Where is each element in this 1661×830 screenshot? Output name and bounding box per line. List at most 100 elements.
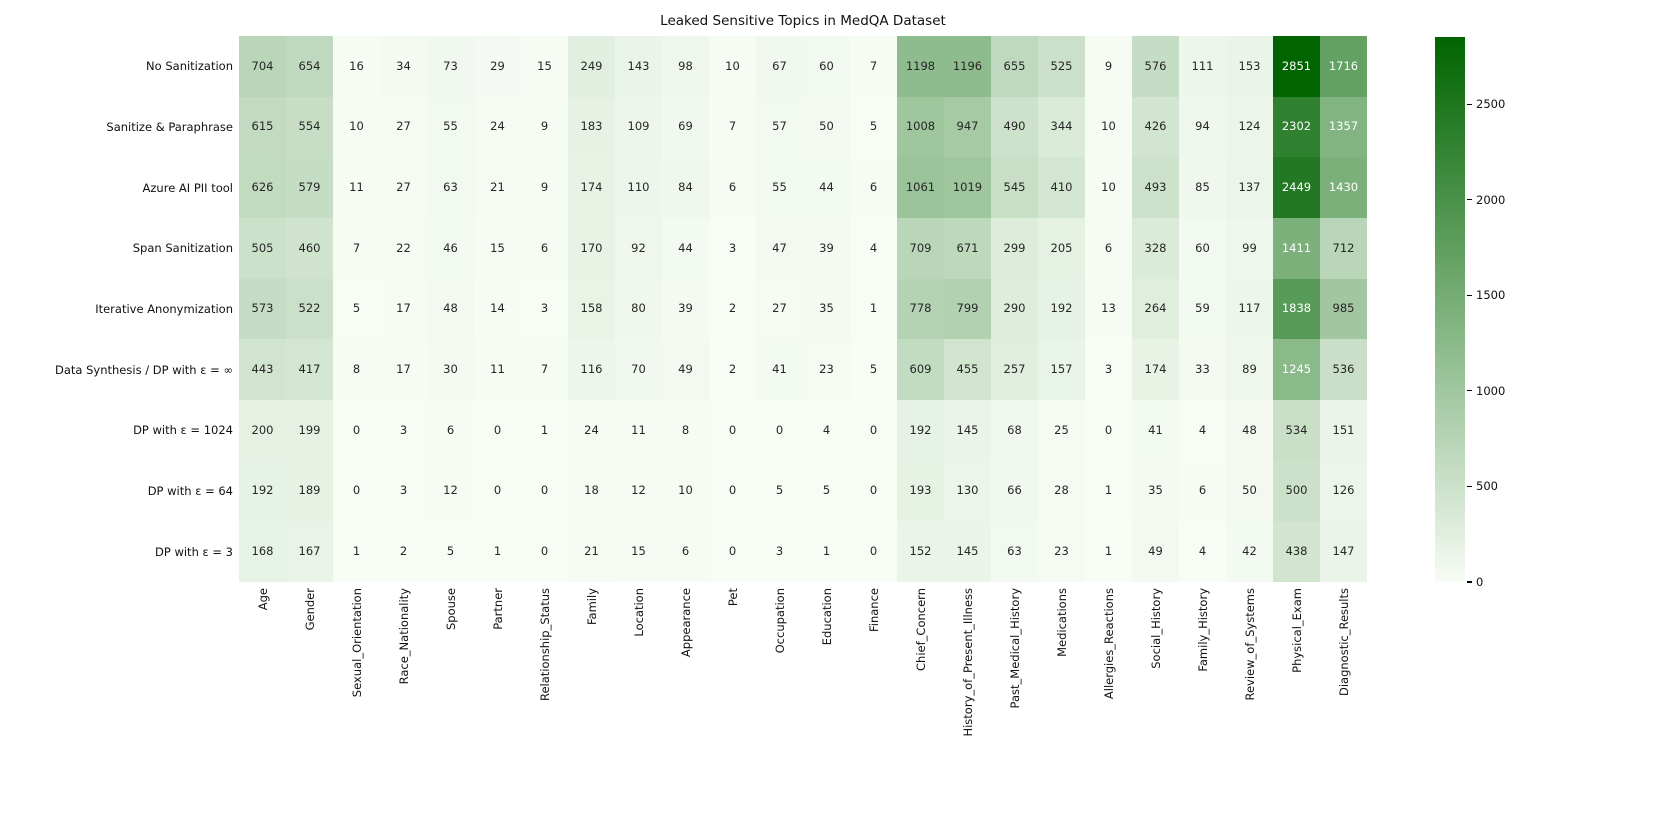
x-tick-label: Chief_Concern (913, 588, 928, 671)
heatmap-cell: 49 (662, 339, 709, 400)
colorbar-tick-value: 500 (1476, 479, 1498, 494)
heatmap-cell: 11 (474, 339, 521, 400)
heatmap-cell: 17 (380, 278, 427, 340)
colorbar-tick-mark (1467, 199, 1472, 201)
heatmap-cell: 5 (333, 278, 380, 340)
heatmap-cell: 0 (850, 521, 897, 582)
heatmap-cell: 39 (803, 218, 850, 279)
heatmap-cell: 500 (1273, 460, 1320, 522)
heatmap-cell: 426 (1132, 96, 1179, 158)
heatmap-cell: 4 (1179, 400, 1226, 461)
heatmap-cell: 8 (333, 339, 380, 400)
heatmap-cell: 8 (662, 400, 709, 461)
heatmap-cell: 704 (239, 36, 286, 97)
heatmap-cell: 0 (474, 400, 521, 461)
heatmap-cell: 9 (521, 157, 568, 218)
heatmap-cell: 1 (521, 400, 568, 461)
heatmap-cell: 39 (662, 278, 709, 340)
heatmap-cell: 1357 (1320, 96, 1367, 158)
heatmap-cell: 145 (944, 521, 991, 582)
heatmap-cell: 947 (944, 96, 991, 158)
heatmap-cell: 799 (944, 278, 991, 340)
colorbar-tick: 500 (1467, 479, 1498, 493)
heatmap-cell: 0 (709, 400, 756, 461)
heatmap-cell: 455 (944, 339, 991, 400)
colorbar-tick-value: 1500 (1476, 288, 1506, 303)
heatmap-cell: 626 (239, 157, 286, 218)
heatmap-cell: 522 (286, 278, 333, 340)
colorbar-tick-labels: 0 500 1000 1500 2000 2500 (1465, 37, 1525, 589)
heatmap-cell: 525 (1038, 36, 1085, 97)
y-tick-label: Iterative Anonymization (95, 301, 233, 316)
heatmap-cell: 60 (1179, 218, 1226, 279)
heatmap-cell: 137 (1226, 157, 1273, 218)
heatmap-cell: 6 (662, 521, 709, 582)
heatmap-cell: 3 (756, 521, 803, 582)
x-tick-label: Allergies_Reactions (1101, 588, 1116, 700)
heatmap-cell: 3 (380, 460, 427, 522)
heatmap-cell: 1 (1085, 521, 1132, 582)
x-tick-label: Spouse (443, 588, 458, 630)
heatmap-cell: 5 (427, 521, 474, 582)
heatmap-cell: 68 (991, 400, 1038, 461)
heatmap-cell: 109 (615, 96, 662, 158)
heatmap-cell: 10 (333, 96, 380, 158)
heatmap-cell: 59 (1179, 278, 1226, 340)
heatmap-cell: 609 (897, 339, 944, 400)
heatmap-cell: 536 (1320, 339, 1367, 400)
heatmap-cell: 9 (1085, 36, 1132, 97)
heatmap-cell: 655 (991, 36, 1038, 97)
heatmap-cell: 189 (286, 460, 333, 522)
heatmap-cell: 3 (1085, 339, 1132, 400)
heatmap-cell: 0 (709, 521, 756, 582)
heatmap-cell: 545 (991, 157, 1038, 218)
heatmap-cell: 170 (568, 218, 615, 279)
heatmap-cell: 143 (615, 36, 662, 97)
x-tick-label: Relationship_Status (537, 588, 552, 701)
heatmap-cell: 490 (991, 96, 1038, 158)
heatmap-cell: 27 (380, 96, 427, 158)
x-tick-label: Partner (490, 588, 505, 630)
heatmap-cell: 110 (615, 157, 662, 218)
heatmap-cell: 46 (427, 218, 474, 279)
heatmap-cell: 7 (521, 339, 568, 400)
heatmap-cell: 7 (333, 218, 380, 279)
heatmap-cell: 174 (568, 157, 615, 218)
heatmap-cell: 24 (474, 96, 521, 158)
heatmap-cell: 192 (1038, 278, 1085, 340)
heatmap-cell: 2302 (1273, 96, 1320, 158)
heatmap-cell: 554 (286, 96, 333, 158)
heatmap-cell: 66 (991, 460, 1038, 522)
colorbar-tick: 2000 (1467, 193, 1505, 207)
heatmap-cell: 1838 (1273, 278, 1320, 340)
heatmap-cell: 42 (1226, 521, 1273, 582)
heatmap-cell: 1061 (897, 157, 944, 218)
heatmap-cell: 50 (1226, 460, 1273, 522)
x-tick-label: Past_Medical_History (1007, 588, 1022, 709)
heatmap-cell: 17 (380, 339, 427, 400)
heatmap-cell: 55 (756, 157, 803, 218)
x-axis-labels: Age Gender Sexual_Orientation Race_National… (239, 588, 1367, 823)
heatmap-cell: 410 (1038, 157, 1085, 218)
heatmap-cell: 48 (1226, 400, 1273, 461)
heatmap-cell: 60 (803, 36, 850, 97)
colorbar-tick-value: 2000 (1476, 192, 1506, 207)
heatmap-cell: 778 (897, 278, 944, 340)
colorbar-tick-mark (1467, 294, 1472, 296)
heatmap-cell: 111 (1179, 36, 1226, 97)
heatmap-cell: 5 (850, 339, 897, 400)
heatmap-cell: 438 (1273, 521, 1320, 582)
heatmap-cell: 29 (474, 36, 521, 97)
heatmap-cell: 192 (897, 400, 944, 461)
x-tick-label: Family (584, 588, 599, 626)
heatmap-cell: 10 (1085, 157, 1132, 218)
heatmap-cell: 16 (333, 36, 380, 97)
y-tick-label: Span Sanitization (132, 241, 233, 256)
y-tick-label: No Sanitization (146, 59, 233, 74)
x-tick-label: Education (819, 588, 834, 646)
heatmap-cell: 89 (1226, 339, 1273, 400)
heatmap-cell: 6 (709, 157, 756, 218)
heatmap-cell: 73 (427, 36, 474, 97)
heatmap-cell: 147 (1320, 521, 1367, 582)
